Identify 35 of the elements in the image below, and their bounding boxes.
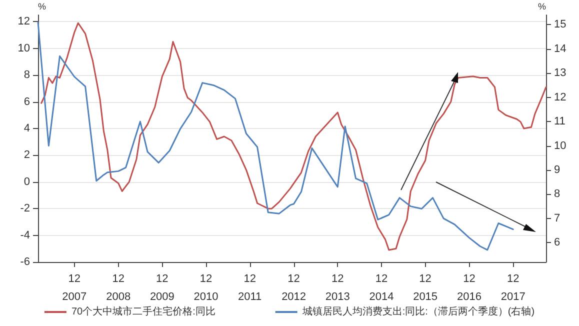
x-tick-label: 12 2011 (238, 273, 262, 303)
y2-tick-label: 6 (554, 236, 560, 249)
y2-tick-label: 11 (554, 116, 566, 128)
y-tick-label: 10 (18, 42, 30, 54)
y2-tick-label: 13 (554, 67, 566, 80)
x-tick-label: 12 2010 (194, 273, 218, 303)
x-tick-label: 12 2008 (106, 273, 131, 303)
x-tick-label: 12 2009 (150, 273, 174, 303)
y-tick-label: 12 (18, 16, 30, 28)
y-tick-label: 0 (24, 176, 30, 188)
x-tick-label: 12 2007 (62, 273, 87, 303)
legend-label: 70个大中城市二手住宅价格:同比 (71, 306, 216, 318)
y-tick-label: 6 (24, 96, 30, 108)
y-tick-label: -2 (20, 202, 30, 215)
y2-tick-label: 9 (554, 164, 560, 176)
y-tick-label: -4 (20, 229, 30, 242)
y-tick-label: 8 (24, 69, 30, 82)
legend-label: 城镇居民人均消费支出:同比:（滞后两个季度）(右轴) (301, 306, 535, 318)
y2-tick-label: 8 (554, 188, 560, 200)
y2-axis-title: % (538, 2, 546, 12)
y2-tick-label: 10 (554, 140, 566, 152)
y-tick-label: 2 (24, 149, 30, 162)
x-tick-label: 12 2015 (413, 273, 438, 303)
y2-tick-label: 7 (554, 212, 560, 224)
y-axis-title: % (38, 2, 46, 12)
y2-tick-label: 12 (554, 91, 566, 104)
x-tick-label: 12 2013 (325, 273, 350, 303)
x-tick-label: 12 2014 (369, 273, 394, 303)
y-tick-label: -6 (20, 256, 30, 268)
y-tick-label: 4 (24, 122, 30, 134)
x-tick-label: 12 2017 (500, 273, 526, 303)
y2-tick-label: 14 (554, 42, 566, 55)
x-tick-label: 12 2012 (282, 273, 306, 303)
x-tick-label: 12 2016 (457, 273, 482, 303)
y2-tick-label: 15 (554, 18, 566, 31)
